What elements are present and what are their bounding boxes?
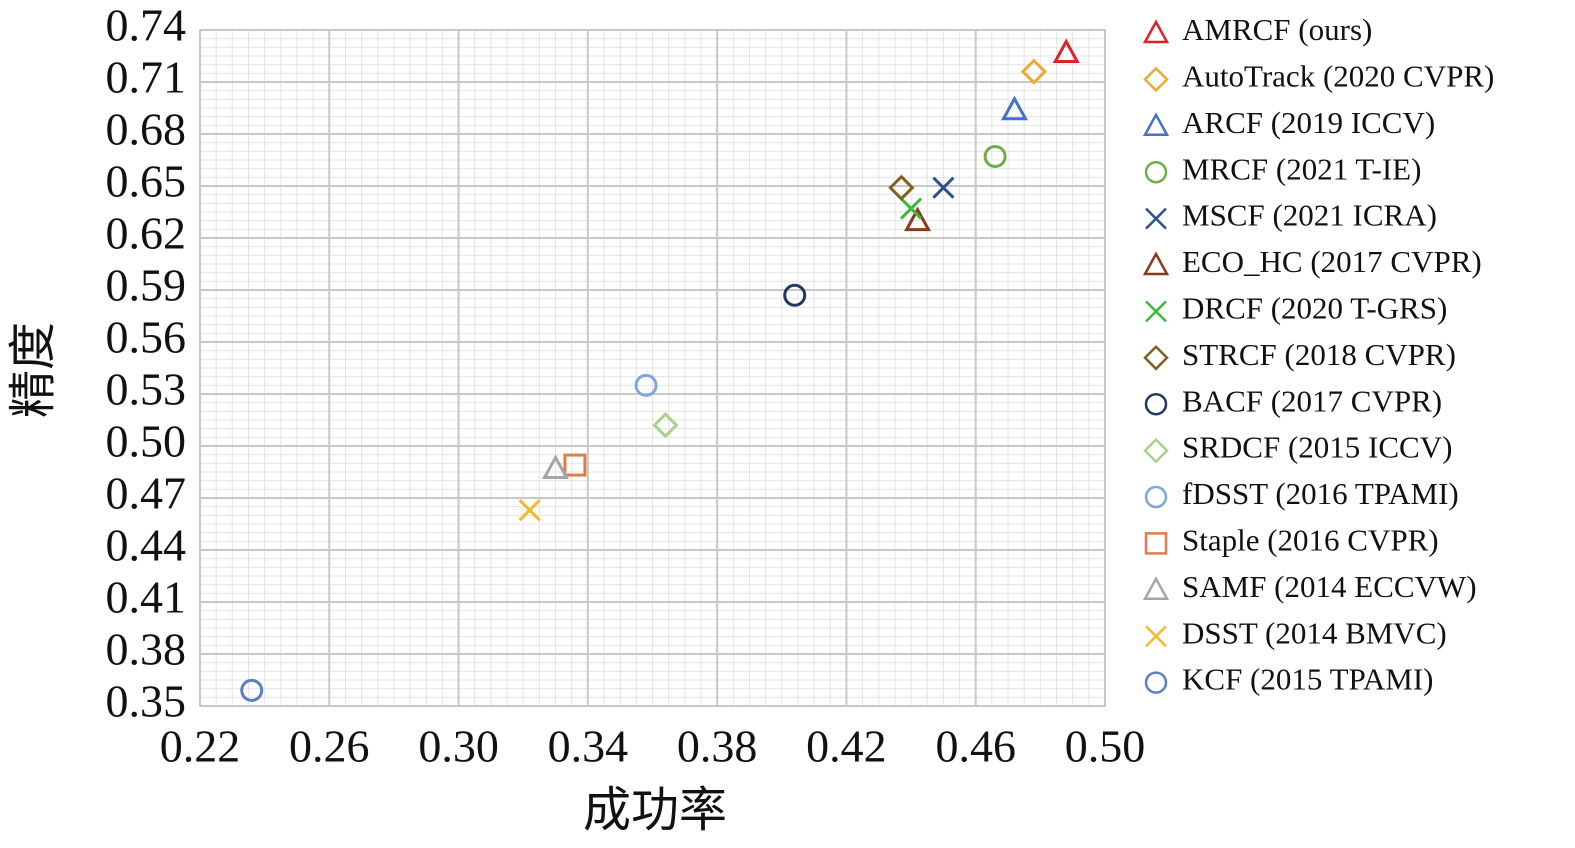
point	[634, 373, 658, 397]
y-tick-label: 0.65	[106, 156, 187, 207]
y-tick-label: 0.59	[106, 260, 187, 311]
plot-border	[199, 29, 1106, 707]
legend-marker	[1145, 300, 1167, 323]
legend-marker	[1145, 625, 1167, 648]
y-tick-label: 0.50	[106, 416, 187, 467]
legend-label: BACF (2017 CVPR)	[1182, 383, 1442, 418]
point	[1020, 58, 1048, 85]
legend-marker	[1143, 345, 1169, 371]
point	[888, 174, 915, 201]
legend-marker	[1143, 437, 1169, 464]
point	[1052, 38, 1080, 64]
y-tick-label: 0.41	[106, 572, 187, 623]
y-tick-label: 0.68	[106, 104, 187, 155]
legend-label: fDSST (2016 TPAMI)	[1182, 476, 1459, 511]
point	[900, 197, 923, 220]
legend-label: SAMF (2014 ECCVW)	[1182, 569, 1477, 604]
legend-label: AutoTrack (2020 CVPR)	[1182, 59, 1494, 94]
y-tick-label: 0.71	[106, 52, 187, 103]
legend-label: ARCF (2019 ICCV)	[1182, 105, 1435, 140]
legend-marker	[1142, 19, 1170, 44]
legend-marker	[1144, 532, 1168, 555]
point	[783, 283, 807, 307]
legend-marker	[1142, 576, 1170, 601]
point	[240, 678, 264, 702]
x-tick-label: 0.30	[418, 721, 499, 772]
legend-marker	[1145, 207, 1167, 230]
legend-marker	[1143, 66, 1169, 93]
y-tick-label: 0.44	[106, 520, 187, 571]
y-tick-label: 0.74	[106, 0, 187, 51]
y-tick-label: 0.62	[106, 208, 187, 259]
legend-marker	[1142, 112, 1170, 137]
x-tick-label: 0.34	[548, 721, 629, 772]
legend-label: DSST (2014 BMVC)	[1182, 615, 1447, 650]
x-tick-label: 0.46	[935, 721, 1016, 772]
legend-marker	[1144, 392, 1168, 416]
legend-marker	[1144, 160, 1168, 184]
point	[983, 145, 1007, 169]
x-tick-label: 0.50	[1065, 721, 1146, 772]
point	[903, 206, 932, 232]
y-axis-label: 精度	[7, 322, 60, 418]
point	[1000, 95, 1029, 121]
x-tick-label: 0.42	[806, 721, 887, 772]
legend-label: KCF (2015 TPAMI)	[1182, 662, 1434, 697]
legend-label: MSCF (2021 ICRA)	[1182, 198, 1437, 233]
y-tick-label: 0.38	[106, 624, 187, 675]
legend-marker	[1144, 671, 1168, 694]
x-tick-label: 0.38	[677, 721, 758, 772]
point	[932, 176, 955, 199]
legend-label: STRCF (2018 CVPR)	[1182, 337, 1456, 372]
legend-label: DRCF (2020 T-GRS)	[1182, 291, 1447, 326]
point	[518, 499, 541, 522]
y-tick-label: 0.35	[106, 676, 187, 727]
legend-label: ECO_HC (2017 CVPR)	[1182, 244, 1482, 279]
legend-marker	[1142, 251, 1170, 276]
x-tick-label: 0.26	[289, 721, 370, 772]
y-tick-label: 0.47	[106, 468, 187, 519]
legend-label: MRCF (2021 T-IE)	[1182, 151, 1421, 186]
point	[652, 412, 679, 439]
legend-label: AMRCF (ours)	[1182, 12, 1372, 47]
x-axis-label: 成功率	[583, 784, 727, 837]
y-tick-label: 0.53	[106, 364, 187, 415]
legend-marker	[1144, 485, 1168, 509]
x-tick-label: 0.22	[160, 721, 241, 772]
legend-label: SRDCF (2015 ICCV)	[1182, 430, 1452, 465]
point	[541, 454, 570, 480]
legend-label: Staple (2016 CVPR)	[1182, 523, 1439, 558]
y-tick-label: 0.56	[106, 312, 187, 363]
point	[563, 453, 587, 477]
